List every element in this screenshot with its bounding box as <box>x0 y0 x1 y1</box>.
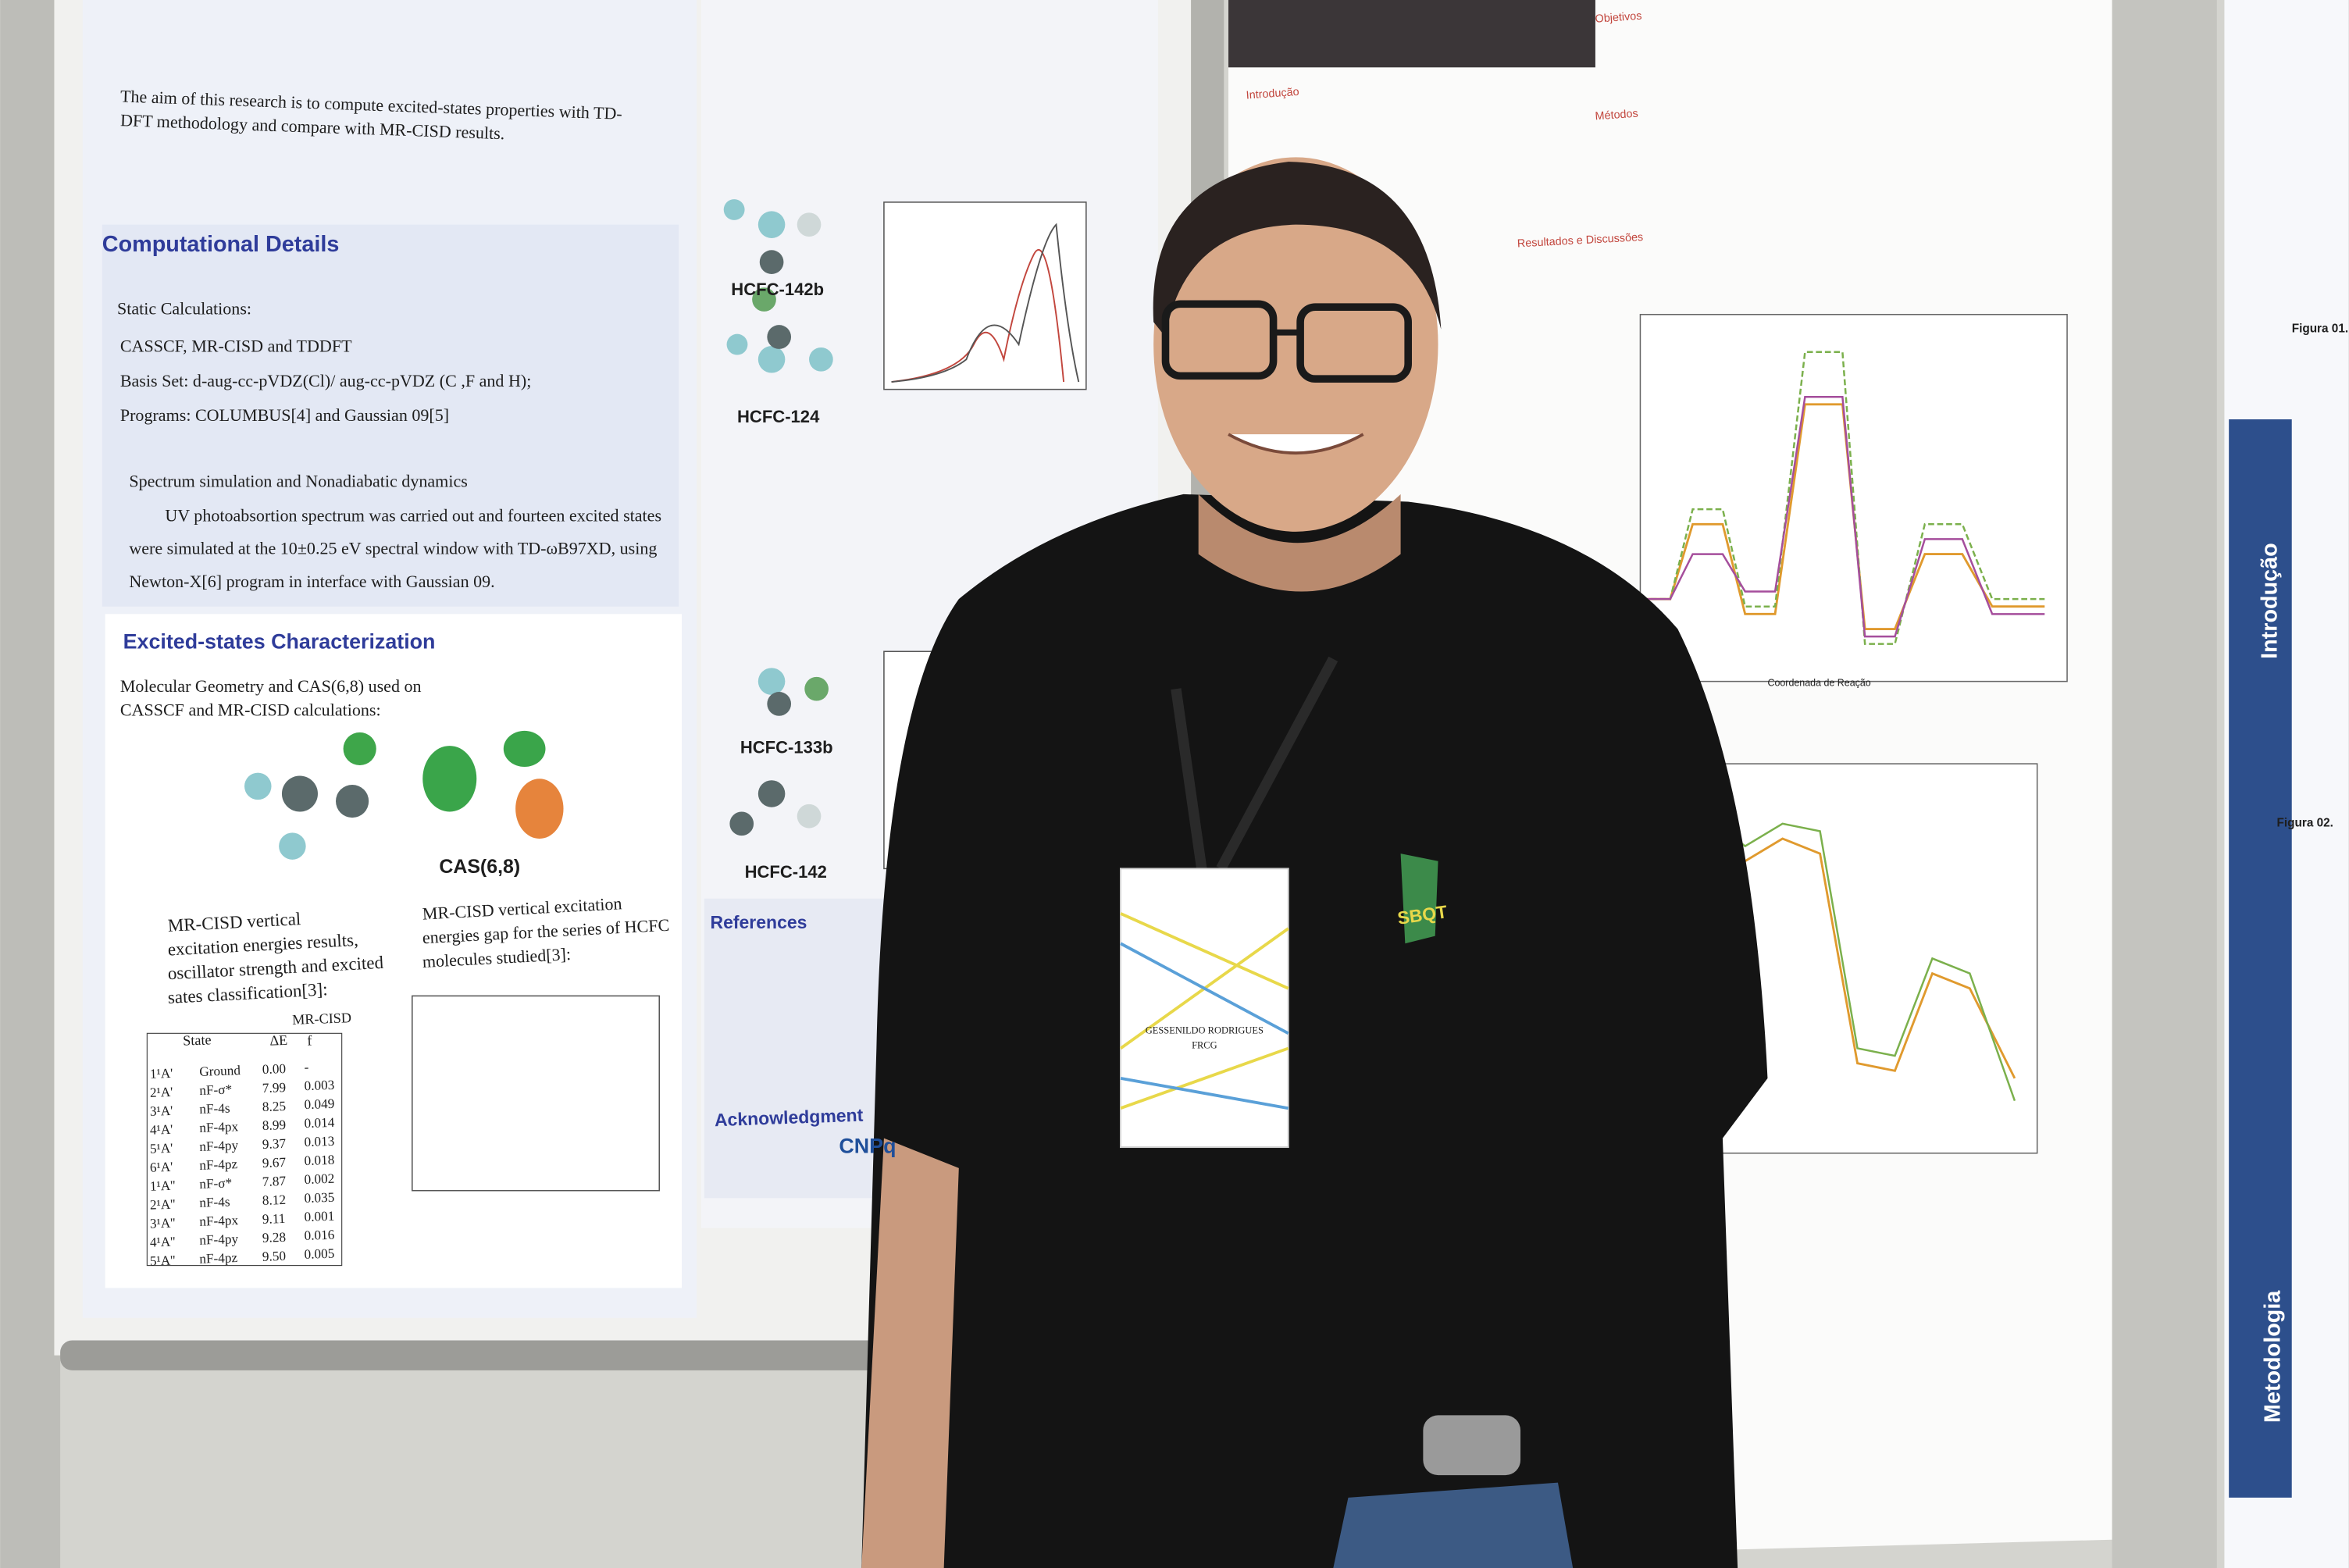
table-cell: nF-4py <box>199 1138 239 1154</box>
table-cell: 7.87 <box>262 1174 286 1189</box>
table-cell: 0.049 <box>304 1096 334 1112</box>
table-cell: nF-σ* <box>199 1175 233 1191</box>
poster-text: UV photoabsortion spectrum was carried o… <box>165 505 661 525</box>
table-cell: 0.014 <box>304 1115 335 1131</box>
energy-profile <box>1632 403 2045 630</box>
molecule-label: HCFC-124 <box>737 407 820 426</box>
poster-text: Static Calculations: <box>117 299 251 319</box>
frame-pole <box>0 0 61 1568</box>
table-cell: 0.005 <box>304 1246 334 1262</box>
table-cell: 6¹A' <box>150 1160 173 1175</box>
poster-text: CASSCF, MR-CISD and TDDFT <box>120 337 352 356</box>
person <box>861 157 1768 1568</box>
table-header: f <box>307 1032 313 1048</box>
poster-text: Programs: COLUMBUS[4] and Gaussian 09[5] <box>120 405 449 425</box>
table-cell: 9.37 <box>262 1136 286 1152</box>
molecule-label: HCFC-133b <box>740 738 833 757</box>
figure-caption: Figura 02. <box>2277 817 2333 830</box>
poster-text: Spectrum simulation and Nonadiabatic dyn… <box>129 471 468 490</box>
poster-header <box>1228 0 1595 68</box>
badge-institution: FRCG <box>1192 1040 1217 1051</box>
table-cell: 3¹A' <box>150 1103 173 1119</box>
table-cell: nF-4pz <box>199 1250 238 1267</box>
table-cell: 4¹A' <box>150 1122 173 1138</box>
table-cell: 0.016 <box>304 1228 335 1243</box>
section-heading: Introdução <box>2258 543 2283 659</box>
figure-caption: Figura 01. <box>2292 323 2348 336</box>
molecule-label: HCFC-142b <box>731 280 824 299</box>
table-cell: 0.00 <box>262 1061 286 1077</box>
section-heading: Objetivos <box>1595 10 1642 26</box>
table-cell: 7.99 <box>262 1080 286 1096</box>
table-cell: 0.002 <box>304 1171 334 1187</box>
table-cell: Ground <box>199 1063 241 1079</box>
table-cell: nF-4px <box>199 1119 239 1135</box>
table-cell: - <box>304 1060 309 1074</box>
table-cell: 5¹A'' <box>150 1253 176 1268</box>
section-heading: Métodos <box>1595 108 1638 123</box>
energy-profile <box>1632 351 2045 645</box>
poster-text: Basis Set: d-aug-cc-pVDZ(Cl)/ aug-cc-pVD… <box>120 371 532 390</box>
table-cell: 8.12 <box>262 1192 286 1208</box>
table-cell: 8.25 <box>262 1099 286 1114</box>
table-header: MR-CISD <box>292 1010 352 1028</box>
table-cell: 0.013 <box>304 1134 334 1149</box>
poster-box <box>102 224 679 607</box>
table-cell: nF-4pz <box>199 1156 238 1173</box>
section-title: Computational Details <box>102 232 340 257</box>
table-cell: 3¹A'' <box>150 1216 176 1231</box>
table-cell: 0.018 <box>304 1153 334 1168</box>
table-cell: 9.50 <box>262 1249 286 1264</box>
table-cell: 4¹A'' <box>150 1234 176 1249</box>
table-cell: nF-4py <box>199 1231 239 1248</box>
badge-name: GESSENILDO RODRIGUES <box>1146 1025 1264 1035</box>
table-cell: 8.99 <box>262 1117 286 1133</box>
section-heading: Metodologia <box>2260 1290 2285 1423</box>
molecule-icons <box>244 199 833 860</box>
table-cell: 9.67 <box>262 1155 286 1171</box>
table-header: State <box>183 1032 212 1048</box>
table-cell: 0.001 <box>304 1209 334 1224</box>
table-cell: nF-4s <box>199 1194 230 1210</box>
molecule-label: HCFC-142 <box>745 862 827 882</box>
section-title: References <box>710 912 807 932</box>
table-cell: 1¹A'' <box>150 1178 176 1194</box>
axis-label: Coordenada de Reação <box>1767 677 1870 688</box>
table-cell: 1¹A' <box>150 1066 173 1082</box>
table-cell: 2¹A'' <box>150 1197 176 1213</box>
poster-sidebar <box>2229 419 2292 1498</box>
table-cell: 0.003 <box>304 1078 334 1093</box>
table-header: ΔE <box>269 1032 288 1049</box>
section-title: Excited-states Characterization <box>123 629 436 653</box>
table-cell: 9.28 <box>262 1230 286 1245</box>
poster-label: CAS(6,8) <box>439 856 520 878</box>
sponsor-logo: CNPq <box>839 1135 896 1158</box>
table-cell: 5¹A' <box>150 1141 173 1156</box>
frame-pole <box>2112 0 2217 1568</box>
table-cell: 9.11 <box>262 1211 285 1227</box>
poster-text: Newton-X[6] program in interface with Ga… <box>129 572 494 591</box>
energy-profile <box>1706 815 2016 1102</box>
table-cell: nF-4px <box>199 1213 239 1229</box>
energy-profile <box>1632 395 2045 638</box>
table-cell: 2¹A' <box>150 1085 173 1100</box>
energy-profile <box>1706 830 2016 1079</box>
table-cell: nF-σ* <box>199 1082 233 1098</box>
section-heading: Introdução <box>1246 86 1299 102</box>
poster-text: CASSCF and MR-CISD calculations: <box>120 700 381 720</box>
table-cell: nF-4s <box>199 1101 230 1117</box>
poster-text: Molecular Geometry and CAS(6,8) used on <box>120 676 422 696</box>
poster-text: were simulated at the 10±0.25 eV spectra… <box>129 539 657 558</box>
table-cell: 0.035 <box>304 1190 334 1206</box>
